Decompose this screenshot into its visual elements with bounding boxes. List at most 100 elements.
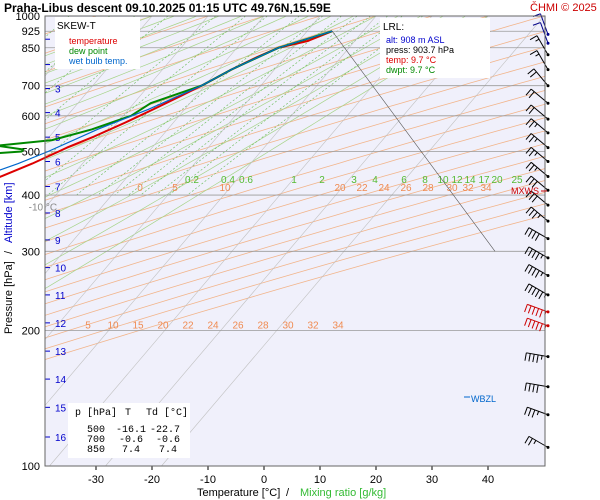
wind-barb-flag <box>525 118 532 126</box>
y-axis-label-pressure: Pressure [hPa] <box>3 261 15 334</box>
isotherm <box>45 16 377 406</box>
wind-barb-dot <box>546 219 550 223</box>
dry-adiabat <box>45 75 545 229</box>
isotherm <box>45 16 265 275</box>
x-tick-label: 10 <box>314 474 326 486</box>
dry-adiabat-label: 32 <box>462 183 474 194</box>
series-layer <box>0 30 496 252</box>
wind-barb-flag <box>527 266 533 274</box>
wind-barb-flag <box>528 209 535 217</box>
wind-barb-flag <box>532 354 535 363</box>
dry-adiabat-label: 30 <box>282 321 294 332</box>
wind-barb-dot <box>546 237 550 241</box>
y-tick-label: 100 <box>22 461 40 473</box>
wind-barb-flag <box>531 268 537 276</box>
series-line-dew-point <box>0 30 333 155</box>
plot-frame <box>44 15 546 467</box>
mixing-ratio-label: 4 <box>372 175 378 186</box>
wind-barb-half-flag <box>534 123 538 128</box>
wind-barb-flag <box>532 384 535 393</box>
wind-barb-flag <box>529 35 538 41</box>
wind-barb-dot <box>546 174 550 178</box>
copyright: ČHMI © 2025 <box>530 1 597 14</box>
dry-adiabat-label: 24 <box>378 183 390 194</box>
dry-adiabat <box>45 203 545 350</box>
wind-barb-half-flag <box>535 38 540 42</box>
x-tick-label: -10 <box>200 474 216 486</box>
altitude-tick-label: 11 <box>55 291 66 302</box>
legend-item-temperature: temperature <box>69 36 118 46</box>
mixing-ratio-label: 14 <box>464 175 476 186</box>
dry-adiabat-label: 20 <box>157 321 169 332</box>
moist-adiabat <box>45 16 220 84</box>
wind-barb-flag <box>539 309 543 318</box>
dry-adiabat <box>45 168 545 316</box>
dry-adiabat <box>45 191 545 339</box>
table-cell: -22.7 <box>150 425 180 436</box>
y-axis-label-sep: / <box>3 250 15 254</box>
mixing-ratio-label: 12 <box>451 175 463 186</box>
altitude-tick-label: 9 <box>55 236 61 247</box>
wind-barb-dot <box>546 146 550 150</box>
y-axis-label-altitude: Altitude [km] <box>3 182 15 243</box>
wind-barb-dot <box>546 355 550 359</box>
y-tick-label: 925 <box>22 26 40 38</box>
wind-barb-flag <box>525 161 532 169</box>
altitude-tick-label: 7 <box>55 182 61 193</box>
wind-barb-dot <box>546 293 550 297</box>
table-cell: 850 <box>87 445 105 456</box>
wind-barb-flag <box>531 250 537 259</box>
series-line-wet-bulb-temp- <box>0 30 333 171</box>
wind-barb-half-flag <box>534 152 538 156</box>
wind-barb-staff <box>540 22 549 44</box>
plot-background <box>45 16 545 466</box>
altitude-tick-label: 14 <box>55 375 67 386</box>
x-axis-label-mix: Mixing ratio [g/kg] <box>300 487 386 499</box>
wind-barb-dot <box>546 324 550 328</box>
dry-adiabat <box>45 155 545 305</box>
wind-barb <box>529 50 550 72</box>
mixing-ratio-label: 10 <box>437 175 449 186</box>
x-tick-label: 20 <box>370 474 382 486</box>
x-tick-label: 0 <box>261 474 267 486</box>
wind-barb-flag <box>527 229 533 237</box>
wind-barb-flag <box>529 71 537 78</box>
y-tick-label: 850 <box>22 43 40 55</box>
wind-barb-dot <box>546 53 550 57</box>
wind-barb-half-flag <box>540 272 544 277</box>
altitude-tick-label: 13 <box>55 347 67 358</box>
lrl-press: press: 903.7 hPa <box>386 45 454 55</box>
mixing-ratio-label: 0.2 <box>185 175 199 186</box>
dry-adiabat <box>45 143 545 293</box>
wind-barb-half-flag <box>534 138 538 142</box>
wind-barb-flag <box>525 190 532 198</box>
mixing-ratio-label: 0.4 <box>221 175 235 186</box>
dry-adiabat <box>45 90 545 242</box>
dry-adiabat-label: 20 <box>334 183 346 194</box>
wind-barb-flag <box>531 211 538 219</box>
table-cell: -0.6 <box>119 435 143 446</box>
dry-adiabat-label: 26 <box>232 321 244 332</box>
table-header-p: p [hPa] <box>75 407 117 419</box>
wind-barb-flag <box>529 50 538 56</box>
wind-barb-flag <box>534 252 540 261</box>
wind-barb-flag <box>524 227 530 235</box>
wind-barb <box>529 35 550 57</box>
dry-adiabat <box>45 117 545 268</box>
wind-barb-half-flag <box>540 355 543 360</box>
dry-adiabat-label: 5 <box>85 321 91 332</box>
altitude-tick-label: 12 <box>55 319 67 330</box>
dry-adiabat <box>45 214 545 360</box>
wind-barb-flag <box>524 407 528 415</box>
mixing-ratio-label: 1 <box>291 175 297 186</box>
wind-barb-flag <box>531 287 537 296</box>
altitude-tick-label: 10 <box>55 264 67 275</box>
legend-item-wetbulb: wet bulb temp. <box>68 56 128 66</box>
moist-adiabat <box>45 16 265 105</box>
wind-barb-flag <box>525 133 532 140</box>
wind-barb-flag <box>524 283 530 292</box>
y-tick-label: 300 <box>22 246 40 258</box>
wind-barb-flag <box>524 246 530 255</box>
wind-barb-half-flag <box>537 214 541 219</box>
